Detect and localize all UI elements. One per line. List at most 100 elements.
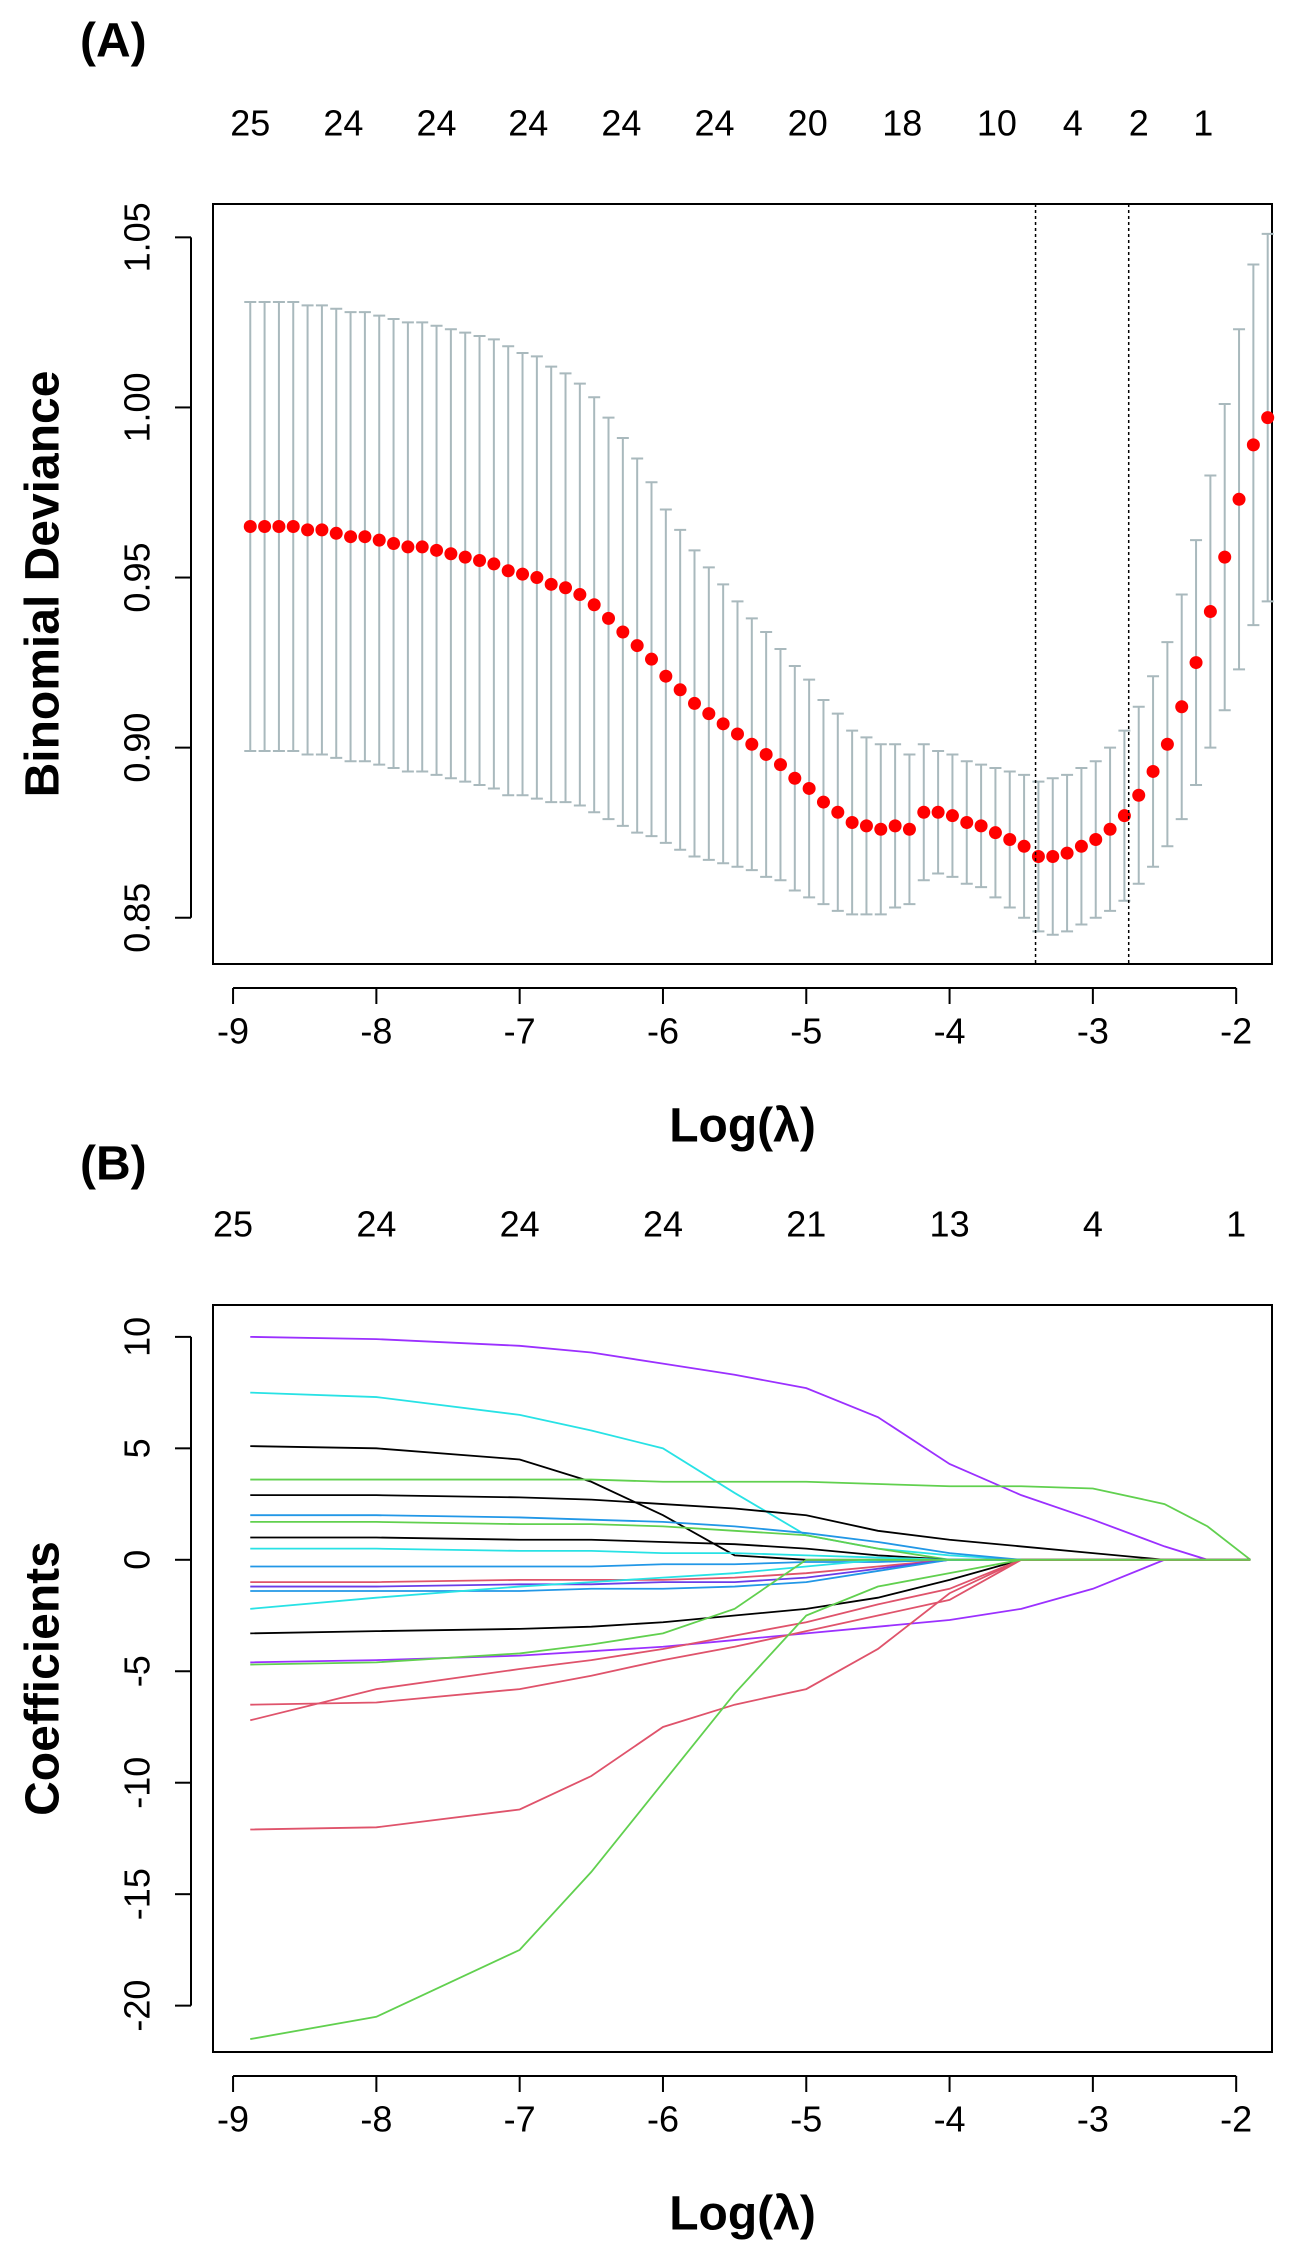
y-tick-label: 0.95	[117, 542, 158, 612]
point	[1132, 788, 1146, 802]
coef-path	[250, 1558, 1251, 1664]
point	[516, 567, 530, 581]
point	[831, 805, 845, 819]
point	[659, 669, 673, 683]
y-tick-label: 0	[117, 1550, 158, 1570]
x-tick-label: -8	[360, 1011, 392, 1052]
point	[415, 540, 429, 554]
point	[258, 520, 272, 534]
point	[559, 581, 573, 595]
top-tick-label: 10	[977, 103, 1017, 144]
top-tick-label: 24	[643, 1204, 683, 1245]
plot-box	[212, 203, 1273, 965]
point	[344, 530, 358, 544]
point	[1261, 411, 1275, 425]
x-tick-label: -4	[934, 2099, 966, 2140]
point	[329, 526, 343, 540]
coef-path	[250, 1335, 1251, 1561]
top-tick-label: 24	[500, 1204, 540, 1245]
point	[1017, 839, 1031, 853]
x-tick-label: -9	[217, 2099, 249, 2140]
point	[802, 781, 816, 795]
coef-path	[250, 1558, 1251, 1666]
top-tick-label: 13	[930, 1204, 970, 1245]
panel-label: (B)	[80, 1138, 147, 1191]
plot-box	[212, 1304, 1273, 2053]
y-tick-label: 0.90	[117, 713, 158, 783]
point	[716, 717, 730, 731]
point	[974, 819, 988, 833]
point	[730, 727, 744, 741]
point	[859, 819, 873, 833]
top-tick-label: 20	[788, 103, 828, 144]
x-tick-label: -6	[647, 1011, 679, 1052]
top-tick-label: 24	[508, 103, 548, 144]
point	[902, 822, 916, 836]
point	[1089, 832, 1103, 846]
x-tick-label: -3	[1077, 1011, 1109, 1052]
top-tick-label: 24	[601, 103, 641, 144]
point	[301, 523, 315, 537]
top-tick-label: 4	[1083, 1204, 1103, 1245]
point	[573, 588, 587, 602]
x-axis-label: Log(λ)	[669, 2188, 816, 2241]
point	[1175, 700, 1189, 714]
x-tick-label: -4	[934, 1011, 966, 1052]
point	[1046, 849, 1060, 863]
y-tick-label: -5	[117, 1655, 158, 1687]
coef-path	[250, 1558, 1251, 2040]
point	[372, 533, 386, 547]
point	[1074, 839, 1088, 853]
x-tick-label: -7	[504, 2099, 536, 2140]
top-tick-label: 25	[230, 103, 270, 144]
y-axis-label: Coefficients	[17, 1541, 70, 1816]
point	[487, 557, 501, 571]
point	[1218, 550, 1232, 564]
point	[358, 530, 372, 544]
y-tick-label: 1.05	[117, 202, 158, 272]
point	[931, 805, 945, 819]
top-tick-label: 21	[786, 1204, 826, 1245]
point	[673, 683, 687, 697]
top-tick-label: 18	[882, 103, 922, 144]
point	[1246, 438, 1260, 452]
point	[1117, 809, 1131, 823]
coef-path	[250, 1494, 1251, 1561]
point	[945, 809, 959, 823]
point	[1160, 737, 1174, 751]
coef-path	[250, 1478, 1252, 1561]
point	[1060, 846, 1074, 860]
point	[616, 625, 630, 639]
x-tick-label: -7	[504, 1011, 536, 1052]
top-tick-label: 2	[1129, 103, 1149, 144]
panel-label: (A)	[80, 15, 147, 68]
point	[1203, 605, 1217, 619]
point	[501, 564, 515, 578]
point	[530, 571, 544, 585]
point	[458, 550, 472, 564]
x-axis-label: Log(λ)	[669, 1100, 816, 1153]
coef-path	[250, 1558, 1251, 1831]
top-tick-label: 24	[323, 103, 363, 144]
point	[1031, 849, 1045, 863]
point	[587, 598, 601, 612]
point	[888, 819, 902, 833]
x-tick-label: -9	[217, 1011, 249, 1052]
point	[788, 771, 802, 785]
point	[630, 639, 644, 653]
point	[759, 747, 773, 761]
y-tick-label: 5	[117, 1438, 158, 1458]
x-tick-label: -2	[1220, 1011, 1252, 1052]
y-tick-label: 10	[117, 1317, 158, 1357]
point	[988, 826, 1002, 840]
y-axis-label: Binomial Deviance	[17, 371, 70, 798]
point	[1103, 822, 1117, 836]
point	[845, 815, 859, 829]
top-tick-label: 24	[695, 103, 735, 144]
point	[243, 520, 257, 534]
point	[286, 520, 300, 534]
x-tick-label: -2	[1220, 2099, 1252, 2140]
top-tick-label: 24	[417, 103, 457, 144]
